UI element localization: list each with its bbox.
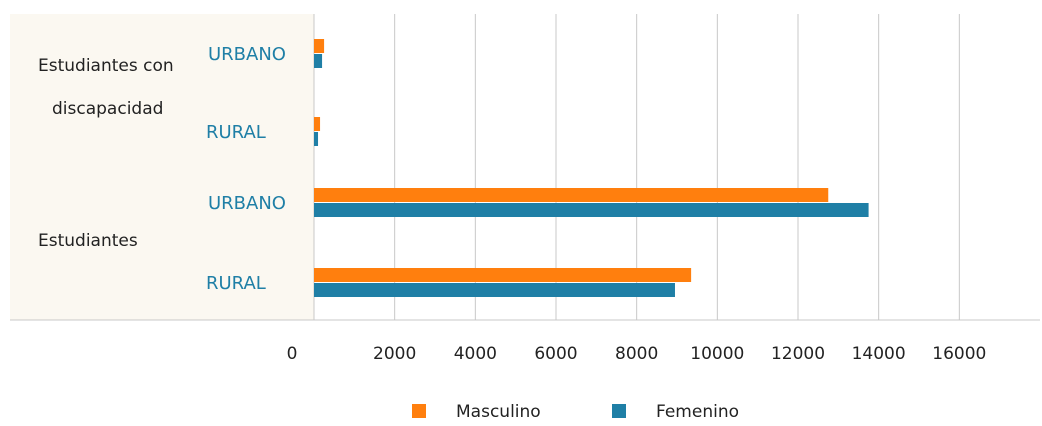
x-tick-label-4000: 4000 bbox=[454, 344, 497, 364]
x-tick-label-0: 0 bbox=[287, 344, 298, 364]
x-tick-label-16000: 16000 bbox=[932, 344, 986, 364]
category-label-urbano-1: URBANO bbox=[208, 193, 286, 214]
bar-masculino-urbano-1 bbox=[314, 188, 829, 202]
legend-swatch-femenino bbox=[612, 404, 626, 418]
category-label-urbano-0: URBANO bbox=[208, 44, 286, 65]
bar-masculino-urbano-0 bbox=[314, 39, 325, 53]
bar-femenino-rural-0 bbox=[314, 132, 319, 146]
x-tick-label-6000: 6000 bbox=[534, 344, 577, 364]
x-tick-label-12000: 12000 bbox=[771, 344, 825, 364]
legend-label-femenino: Femenino bbox=[656, 402, 739, 422]
x-tick-label-14000: 14000 bbox=[852, 344, 906, 364]
category-label-rural-1: RURAL bbox=[206, 273, 266, 294]
x-tick-label-10000: 10000 bbox=[690, 344, 744, 364]
label-panel bbox=[10, 14, 314, 320]
group-label-0-0: Estudiantes con bbox=[38, 56, 174, 76]
bar-femenino-urbano-1 bbox=[314, 203, 869, 217]
bar-femenino-urbano-0 bbox=[314, 54, 323, 68]
bar-masculino-rural-1 bbox=[314, 268, 692, 282]
category-label-rural-0: RURAL bbox=[206, 122, 266, 143]
x-tick-label-8000: 8000 bbox=[615, 344, 658, 364]
bar-femenino-rural-1 bbox=[314, 283, 675, 297]
group-label-0-1: discapacidad bbox=[52, 99, 163, 119]
legend-label-masculino: Masculino bbox=[456, 402, 541, 422]
bar-masculino-rural-0 bbox=[314, 117, 321, 131]
legend-swatch-masculino bbox=[412, 404, 426, 418]
group-label-1-0: Estudiantes bbox=[38, 231, 138, 251]
x-tick-label-2000: 2000 bbox=[373, 344, 416, 364]
